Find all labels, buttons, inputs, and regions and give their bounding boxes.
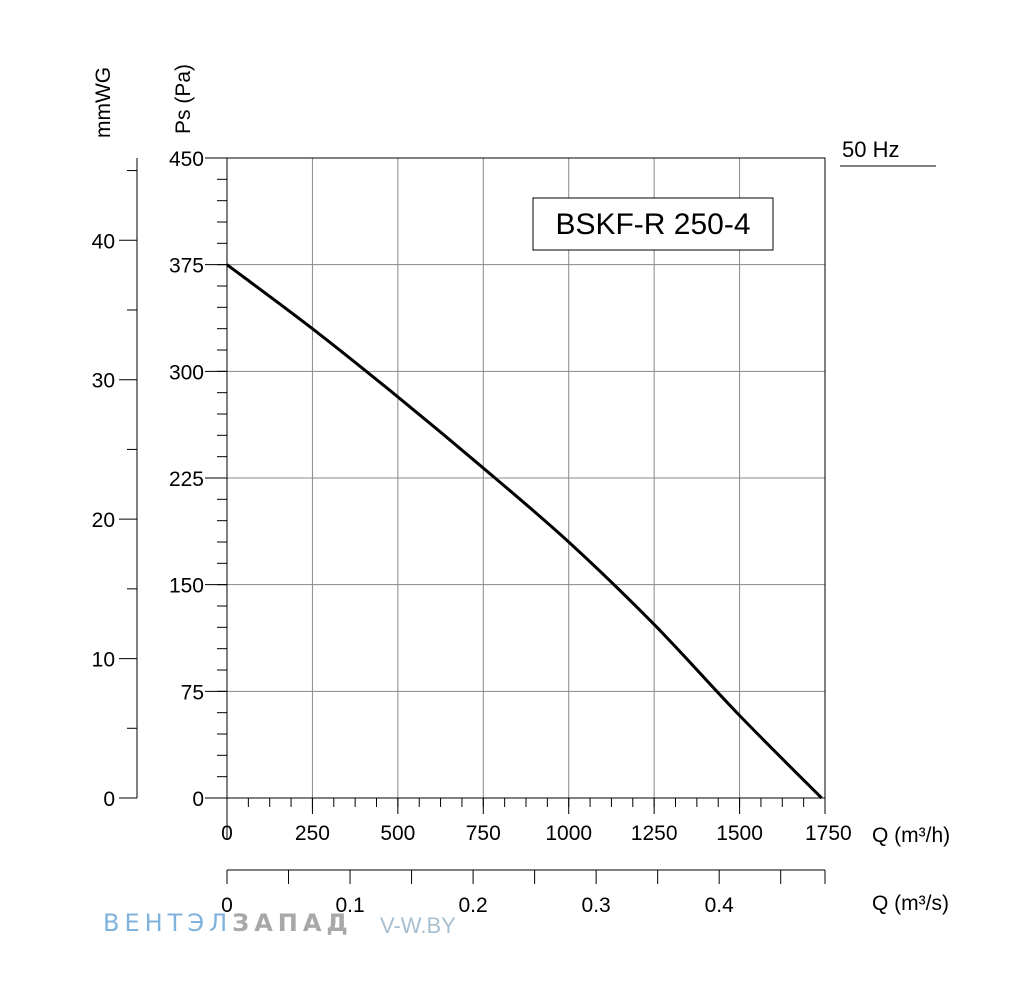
y-tick-label: 300 bbox=[169, 361, 204, 384]
x-tick-label: 250 bbox=[295, 822, 330, 845]
secondary-y-tick-label: 10 bbox=[92, 649, 115, 672]
series-layer bbox=[226, 263, 823, 800]
secondary-x-tick-label: 0.4 bbox=[705, 894, 735, 917]
x-tick-label: 1750 bbox=[805, 822, 852, 845]
x-tick-label: 500 bbox=[380, 822, 415, 845]
secondary-y-tick-label: 30 bbox=[92, 370, 115, 393]
y-tick-label: 75 bbox=[181, 681, 204, 704]
frequency-label: 50 Hz bbox=[842, 137, 899, 162]
secondary-x-tick-label: 0.2 bbox=[458, 894, 487, 917]
x-tick-label: 0 bbox=[221, 822, 233, 845]
x-tick-label: 1500 bbox=[716, 822, 763, 845]
secondary-x-tick-label: 0 bbox=[221, 894, 233, 917]
axes bbox=[136, 157, 826, 871]
y-tick-label: 450 bbox=[169, 148, 204, 171]
secondary-x-axis-label: Q (m³/s) bbox=[872, 892, 949, 915]
x-tick-label: 1000 bbox=[545, 822, 592, 845]
x-axis-label: Q (m³/h) bbox=[872, 824, 950, 847]
secondary-y-axis-label: mmWG bbox=[92, 67, 115, 138]
grid bbox=[226, 157, 826, 799]
labels: 0 250 500 750 1000 1250 1500 175007515022530037… bbox=[92, 148, 852, 917]
y-tick-label: 225 bbox=[169, 468, 204, 491]
y-tick-label: 150 bbox=[169, 575, 204, 598]
performance-curve bbox=[226, 263, 823, 800]
watermark-url: V-W.BY bbox=[380, 913, 456, 938]
minor-ticks bbox=[119, 157, 826, 884]
y-tick-label: 375 bbox=[169, 255, 204, 278]
plot-border bbox=[226, 157, 826, 799]
secondary-x-tick-label: 0.1 bbox=[335, 894, 364, 917]
secondary-y-tick-label: 0 bbox=[103, 788, 115, 811]
chart-title: BSKF-R 250-4 bbox=[555, 208, 750, 241]
secondary-x-tick-label: 0.3 bbox=[582, 894, 611, 917]
x-tick-label: 750 bbox=[466, 822, 501, 845]
watermark-logo: ВЕНТЭЛЗАПАД bbox=[103, 909, 353, 937]
title-frame bbox=[532, 197, 774, 251]
y-axis-label: Ps (Pa) bbox=[172, 64, 195, 134]
y-tick-label: 0 bbox=[192, 788, 204, 811]
watermark-part1: ВЕНТЭЛ bbox=[103, 909, 233, 937]
x-tick-label: 1250 bbox=[631, 822, 678, 845]
chart-title-box: BSKF-R 250-4 bbox=[532, 197, 774, 251]
secondary-y-tick-label: 40 bbox=[92, 230, 115, 253]
watermark-part2: ЗАПАД bbox=[232, 909, 353, 937]
secondary-y-tick-label: 20 bbox=[92, 509, 115, 532]
